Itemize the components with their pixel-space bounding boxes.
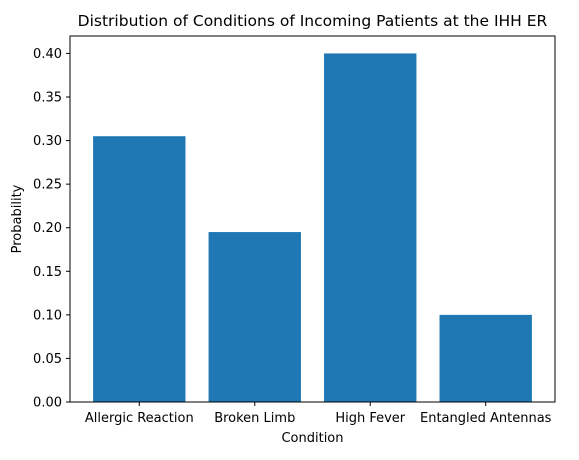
x-axis-label: Condition — [281, 431, 343, 446]
chart-title: Distribution of Conditions of Incoming P… — [78, 12, 548, 30]
y-axis-label: Probability — [10, 184, 25, 253]
plot-frame — [69, 35, 556, 403]
bar-high-fever — [324, 53, 417, 403]
x-tick-label: High Fever — [335, 411, 405, 426]
bars-group — [93, 53, 532, 403]
y-tick-label: 0.00 — [33, 396, 62, 411]
x-axis: Allergic Reaction Broken Limb High Fever En… — [85, 402, 552, 426]
y-tick-label: 0.10 — [33, 308, 62, 323]
y-tick-label: 0.40 — [33, 47, 62, 62]
x-tick-label: Entangled Antennas — [420, 411, 552, 426]
bar-allergic-reaction — [93, 136, 186, 402]
y-axis: 0.00 0.05 0.10 0.15 0.20 0.25 0.30 0.35 0.40 — [33, 47, 70, 411]
y-tick-label: 0.20 — [33, 221, 62, 236]
bar-broken-limb — [208, 232, 301, 402]
y-tick-label: 0.15 — [33, 265, 62, 280]
y-tick-label: 0.35 — [33, 91, 62, 106]
x-tick-label: Broken Limb — [214, 411, 295, 426]
y-tick-label: 0.30 — [33, 134, 62, 149]
y-tick-label: 0.05 — [33, 352, 62, 367]
bar-entangled-antennas — [439, 314, 532, 402]
y-tick-label: 0.25 — [33, 178, 62, 193]
x-tick-label: Allergic Reaction — [85, 411, 194, 426]
